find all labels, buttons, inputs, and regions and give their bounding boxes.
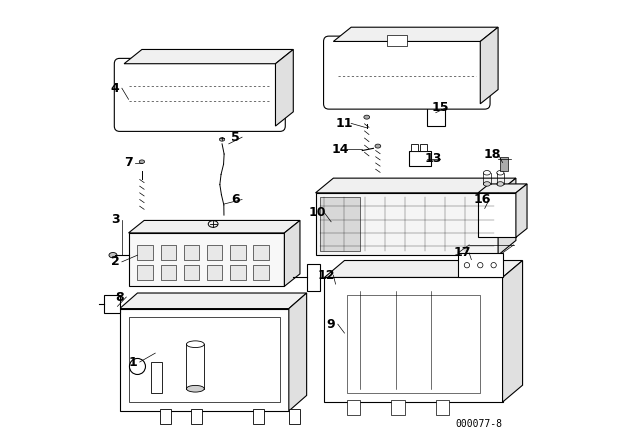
Text: 15: 15	[431, 101, 449, 114]
Bar	[429, 95, 435, 102]
Polygon shape	[316, 178, 516, 193]
Ellipse shape	[220, 138, 225, 141]
Bar	[420, 144, 427, 151]
Polygon shape	[316, 193, 498, 255]
Text: 6: 6	[231, 193, 240, 206]
Text: 3: 3	[111, 213, 120, 226]
Polygon shape	[129, 233, 284, 286]
Bar	[253, 409, 264, 424]
Bar	[160, 409, 171, 424]
Polygon shape	[275, 49, 293, 126]
Polygon shape	[324, 260, 523, 277]
Bar	[151, 362, 162, 393]
Ellipse shape	[483, 182, 490, 186]
Bar	[409, 151, 431, 166]
Bar	[347, 400, 360, 415]
Text: 4: 4	[111, 82, 120, 95]
Bar	[307, 264, 320, 291]
Bar	[104, 295, 120, 313]
Polygon shape	[502, 260, 523, 402]
Text: 12: 12	[318, 269, 335, 282]
Polygon shape	[478, 193, 516, 237]
Polygon shape	[120, 293, 307, 309]
Ellipse shape	[497, 182, 504, 186]
Polygon shape	[498, 178, 516, 255]
Bar	[138, 265, 153, 280]
Ellipse shape	[186, 341, 204, 348]
Ellipse shape	[364, 115, 370, 119]
Bar	[500, 157, 508, 171]
Ellipse shape	[186, 385, 204, 392]
Text: 16: 16	[474, 193, 491, 206]
Text: 000077-8: 000077-8	[456, 419, 502, 429]
Bar	[184, 265, 199, 280]
Bar	[207, 246, 223, 260]
Polygon shape	[333, 27, 498, 42]
Bar	[436, 400, 449, 415]
Bar	[458, 253, 502, 277]
Bar	[387, 35, 407, 46]
Bar	[436, 95, 442, 102]
Ellipse shape	[483, 171, 490, 175]
Ellipse shape	[375, 144, 381, 148]
Bar	[347, 295, 480, 393]
Text: 14: 14	[332, 143, 349, 156]
Text: 13: 13	[425, 152, 442, 165]
Text: 2: 2	[111, 255, 120, 268]
Bar	[230, 246, 246, 260]
Text: 10: 10	[309, 207, 326, 220]
Ellipse shape	[497, 171, 504, 175]
FancyBboxPatch shape	[324, 36, 490, 109]
Text: 1: 1	[129, 356, 138, 369]
Bar	[253, 246, 269, 260]
Bar	[207, 265, 223, 280]
Bar	[191, 409, 202, 424]
Text: 11: 11	[336, 117, 353, 130]
Bar	[161, 265, 176, 280]
Polygon shape	[284, 220, 300, 286]
Polygon shape	[129, 220, 300, 233]
Polygon shape	[480, 27, 498, 104]
Polygon shape	[324, 277, 502, 402]
Bar	[161, 246, 176, 260]
Polygon shape	[289, 293, 307, 411]
Polygon shape	[120, 309, 289, 411]
Text: 7: 7	[124, 156, 133, 169]
Polygon shape	[478, 184, 527, 193]
Bar	[391, 400, 404, 415]
Ellipse shape	[140, 160, 145, 164]
Polygon shape	[124, 49, 293, 64]
Text: 9: 9	[327, 318, 335, 331]
Text: 5: 5	[231, 131, 240, 144]
Polygon shape	[516, 184, 527, 237]
Bar	[320, 197, 360, 251]
Ellipse shape	[109, 253, 117, 258]
Bar	[138, 246, 153, 260]
FancyBboxPatch shape	[115, 58, 285, 131]
Bar	[230, 265, 246, 280]
Bar	[412, 144, 418, 151]
Text: 17: 17	[454, 246, 471, 259]
Bar	[289, 409, 300, 424]
Bar	[427, 102, 445, 126]
Bar	[184, 246, 199, 260]
Bar	[253, 265, 269, 280]
Text: 8: 8	[115, 290, 124, 303]
Text: 18: 18	[483, 148, 500, 161]
